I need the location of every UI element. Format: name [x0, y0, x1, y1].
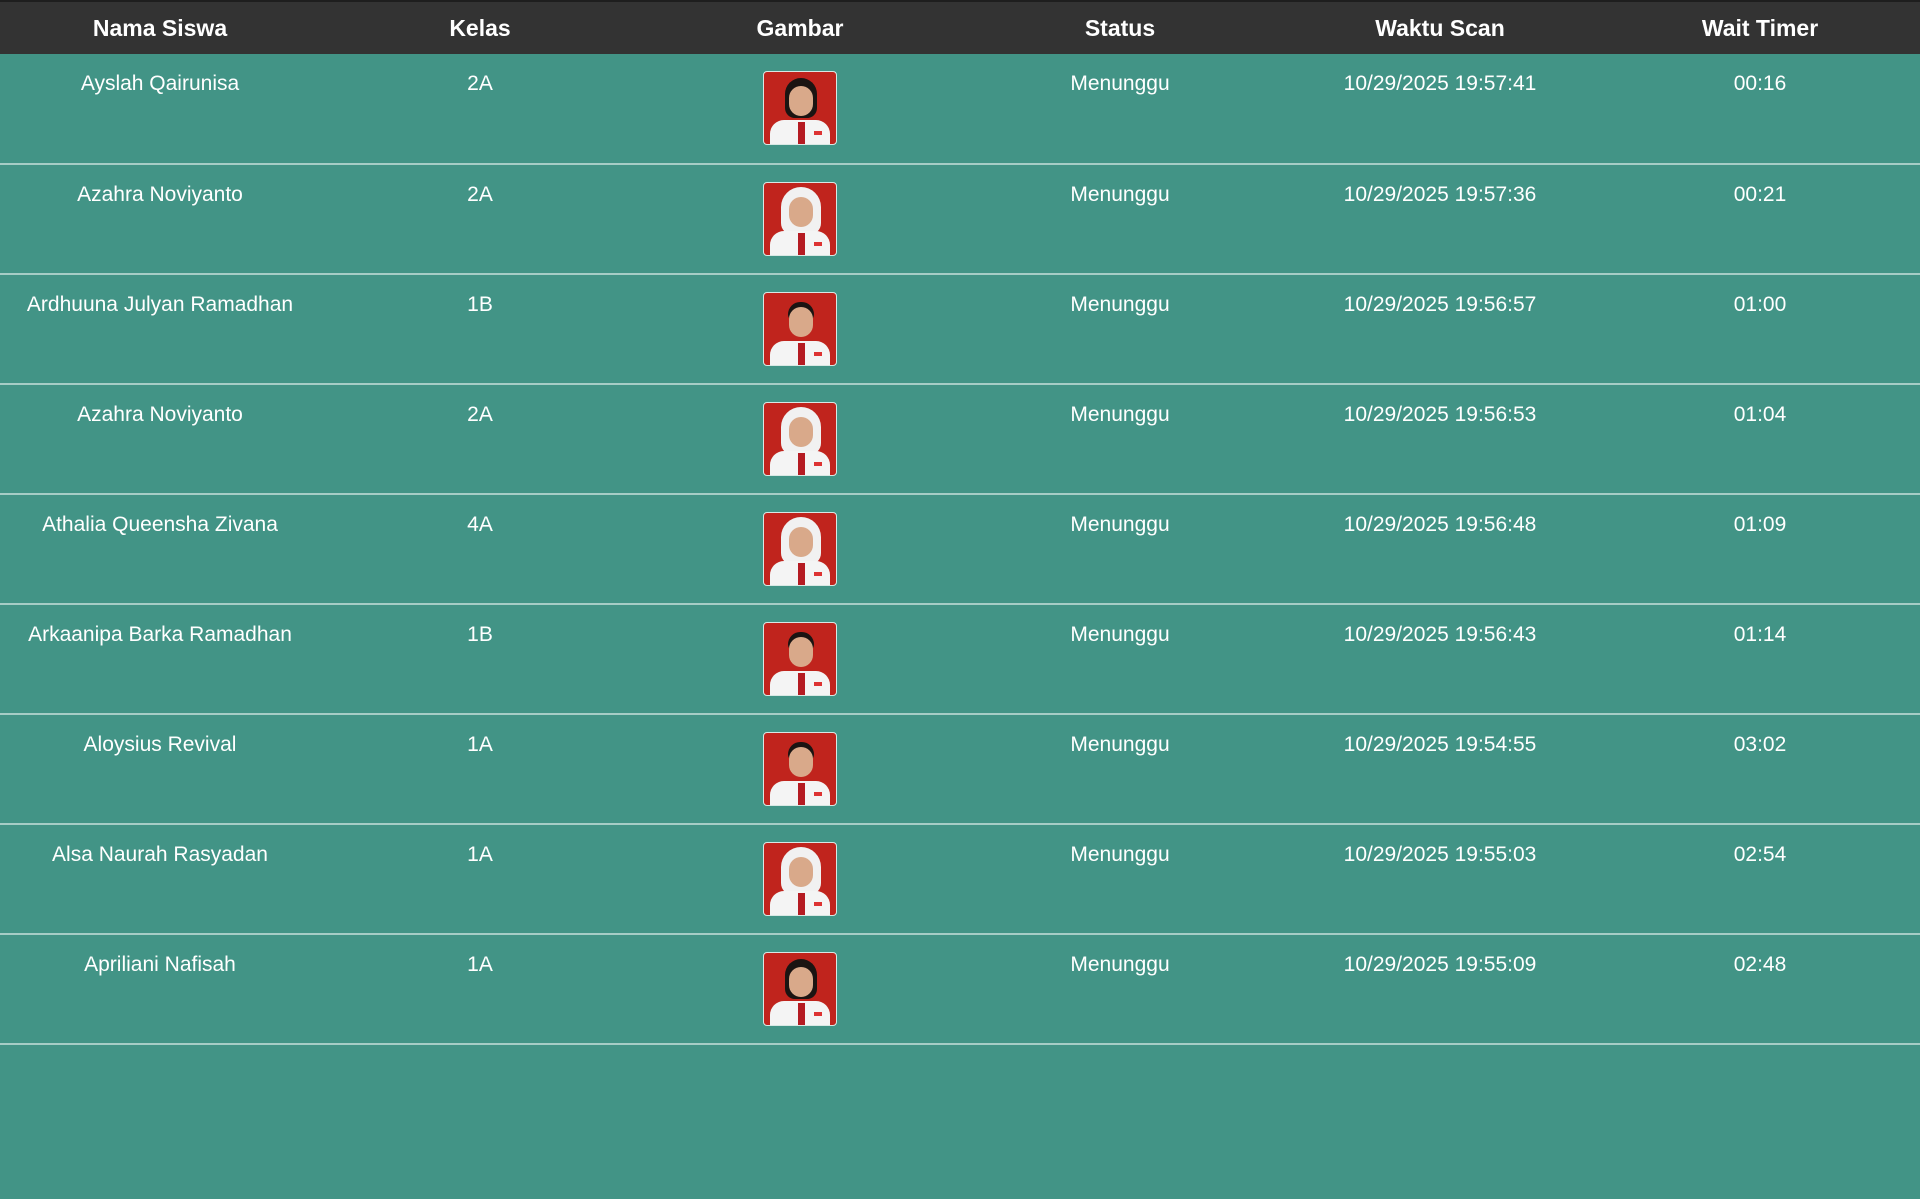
- student-photo-cell: [640, 494, 960, 604]
- wait-timer: 01:14: [1733, 623, 1787, 646]
- column-header-kelas[interactable]: Kelas: [449, 14, 511, 41]
- scan-time: 10/29/2025 19:54:55: [1343, 733, 1537, 756]
- student-photo[interactable]: [763, 732, 837, 806]
- wait-timer: 03:02: [1733, 733, 1787, 756]
- wait-timer: 00:16: [1733, 72, 1787, 95]
- scan-time: 10/29/2025 19:57:36: [1343, 183, 1537, 206]
- student-name: Alsa Naurah Rasyadan: [52, 843, 268, 866]
- column-header-wait-timer[interactable]: Wait Timer: [1701, 14, 1819, 41]
- status-text: Menunggu: [1070, 733, 1170, 756]
- student-class: 1A: [467, 843, 493, 866]
- student-class: 1A: [467, 733, 493, 756]
- wait-timer: 01:04: [1733, 403, 1787, 426]
- status-text: Menunggu: [1070, 843, 1170, 866]
- student-class: 1A: [467, 953, 493, 976]
- wait-timer: 02:54: [1733, 843, 1787, 866]
- student-photo[interactable]: [763, 512, 837, 586]
- wait-timer: 00:21: [1733, 183, 1787, 206]
- student-class: 2A: [467, 183, 493, 206]
- table-header-row: Nama Siswa Kelas Gambar Status Waktu Sca…: [0, 1, 1920, 54]
- table-row[interactable]: Arkaanipa Barka Ramadhan 1B Menunggu 10/29/…: [0, 604, 1920, 714]
- table-row[interactable]: Apriliani Nafisah 1A Menunggu 10/29/2025 19…: [0, 934, 1920, 1044]
- student-class: 4A: [467, 513, 493, 536]
- wait-timer: 01:00: [1733, 293, 1787, 316]
- status-text: Menunggu: [1070, 183, 1170, 206]
- status-text: Menunggu: [1070, 293, 1170, 316]
- scan-queue-table: Nama Siswa Kelas Gambar Status Waktu Sca…: [0, 1, 1920, 1044]
- scan-time: 10/29/2025 19:55:09: [1343, 953, 1537, 976]
- student-photo[interactable]: [763, 182, 837, 256]
- scan-time: 10/29/2025 19:56:48: [1343, 513, 1537, 536]
- student-name: Ayslah Qairunisa: [80, 72, 240, 95]
- column-header-gambar[interactable]: Gambar: [756, 14, 844, 41]
- student-photo-cell: [640, 714, 960, 824]
- student-class: 2A: [467, 72, 493, 95]
- status-text: Menunggu: [1070, 513, 1170, 536]
- scan-time: 10/29/2025 19:55:03: [1343, 843, 1537, 866]
- status-text: Menunggu: [1070, 953, 1170, 976]
- student-photo-cell: [640, 934, 960, 1044]
- student-photo-cell: [640, 384, 960, 494]
- student-name: Athalia Queensha Zivana: [42, 513, 278, 536]
- student-photo-cell: [640, 604, 960, 714]
- student-photo[interactable]: [763, 622, 837, 696]
- student-name: Arkaanipa Barka Ramadhan: [28, 623, 292, 646]
- scan-time: 10/29/2025 19:56:57: [1343, 293, 1537, 316]
- table-row[interactable]: Alsa Naurah Rasyadan 1A Menunggu 10/29/2025…: [0, 824, 1920, 934]
- column-header-waktu-scan[interactable]: Waktu Scan: [1375, 14, 1505, 41]
- student-photo[interactable]: [763, 71, 837, 145]
- column-header-status[interactable]: Status: [1084, 14, 1156, 41]
- column-header-nama-siswa[interactable]: Nama Siswa: [92, 14, 228, 41]
- scan-time: 10/29/2025 19:56:53: [1343, 403, 1537, 426]
- student-photo[interactable]: [763, 952, 837, 1026]
- student-photo-cell: [640, 274, 960, 384]
- student-class: 2A: [467, 403, 493, 426]
- student-photo-cell: [640, 164, 960, 274]
- table-row[interactable]: Aloysius Revival 1A Menunggu 10/29/2025 19:…: [0, 714, 1920, 824]
- status-text: Menunggu: [1070, 403, 1170, 426]
- student-name: Apriliani Nafisah: [84, 953, 236, 976]
- student-photo[interactable]: [763, 402, 837, 476]
- wait-timer: 01:09: [1733, 513, 1787, 536]
- scan-time: 10/29/2025 19:57:41: [1343, 72, 1537, 95]
- student-class: 1B: [467, 623, 493, 646]
- table-row[interactable]: Ardhuuna Julyan Ramadhan 1B Menunggu 10/29/…: [0, 274, 1920, 384]
- student-name: Aloysius Revival: [83, 733, 237, 756]
- table-row[interactable]: Ayslah Qairunisa 2A Menunggu 10/29/2025 19:…: [0, 54, 1920, 164]
- student-photo-cell: [640, 824, 960, 934]
- student-photo-cell: [640, 54, 960, 164]
- student-name: Ardhuuna Julyan Ramadhan: [26, 293, 294, 316]
- table-row[interactable]: Athalia Queensha Zivana 4A Menunggu 10/29/2…: [0, 494, 1920, 604]
- student-photo[interactable]: [763, 292, 837, 366]
- student-name: Azahra Noviyanto: [77, 183, 243, 206]
- student-name: Azahra Noviyanto: [77, 403, 243, 426]
- status-text: Menunggu: [1070, 72, 1170, 95]
- status-text: Menunggu: [1070, 623, 1170, 646]
- table-row[interactable]: Azahra Noviyanto 2A Menunggu 10/29/2025 19:…: [0, 164, 1920, 274]
- table-row[interactable]: Azahra Noviyanto 2A Menunggu 10/29/2025 19:…: [0, 384, 1920, 494]
- student-class: 1B: [467, 293, 493, 316]
- student-photo[interactable]: [763, 842, 837, 916]
- wait-timer: 02:48: [1733, 953, 1787, 976]
- scan-time: 10/29/2025 19:56:43: [1343, 623, 1537, 646]
